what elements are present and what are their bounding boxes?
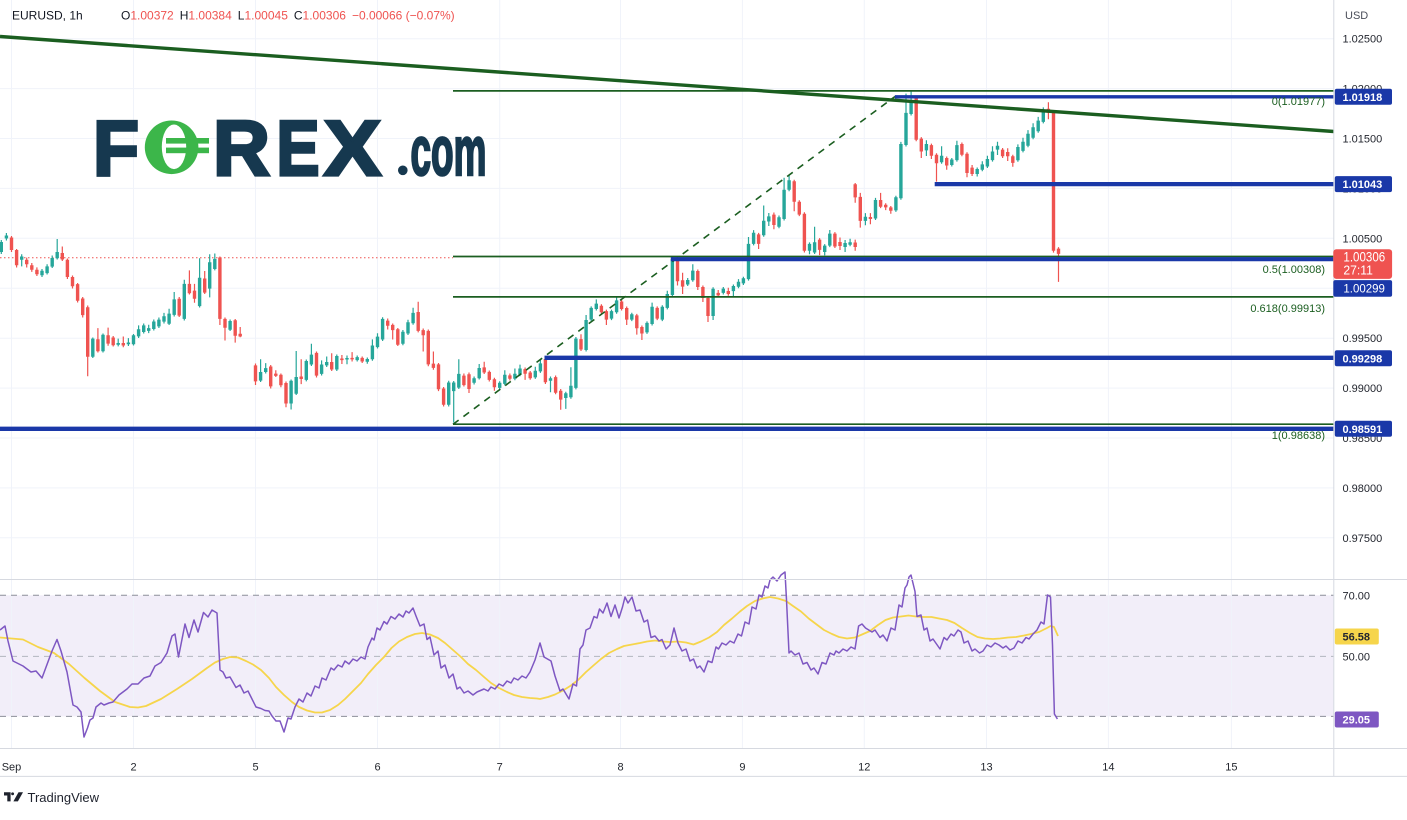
svg-text:1.01918: 1.01918 bbox=[1343, 92, 1383, 104]
svg-text:1.00306: 1.00306 bbox=[1343, 250, 1385, 265]
svg-text:0.99000: 0.99000 bbox=[1343, 383, 1383, 395]
svg-text:14: 14 bbox=[1102, 762, 1114, 774]
svg-text:1.00500: 1.00500 bbox=[1343, 233, 1383, 245]
svg-text:EURUSD, 1h: EURUSD, 1h bbox=[12, 9, 83, 23]
svg-text:1.01500: 1.01500 bbox=[1343, 134, 1383, 146]
svg-text:6: 6 bbox=[374, 762, 380, 774]
svg-text:50.00: 50.00 bbox=[1343, 651, 1371, 663]
svg-text:2: 2 bbox=[130, 762, 136, 774]
svg-text:0.97500: 0.97500 bbox=[1343, 533, 1383, 545]
svg-text:13: 13 bbox=[980, 762, 992, 774]
svg-text:0(1.01977): 0(1.01977) bbox=[1272, 96, 1325, 108]
svg-text:F: F bbox=[93, 104, 139, 192]
svg-text:0.98591: 0.98591 bbox=[1343, 424, 1383, 436]
svg-text:USD: USD bbox=[1345, 10, 1368, 22]
svg-text:56.58: 56.58 bbox=[1343, 632, 1371, 644]
svg-text:0.618(0.99913): 0.618(0.99913) bbox=[1250, 303, 1325, 315]
svg-text:com: com bbox=[411, 112, 487, 190]
svg-text:0.99298: 0.99298 bbox=[1343, 353, 1383, 365]
svg-text:0.98000: 0.98000 bbox=[1343, 483, 1383, 495]
svg-text:Sep: Sep bbox=[2, 762, 22, 774]
svg-text:9: 9 bbox=[739, 762, 745, 774]
svg-text:1.01043: 1.01043 bbox=[1343, 179, 1383, 191]
svg-text:12: 12 bbox=[858, 762, 870, 774]
svg-text:1.02500: 1.02500 bbox=[1343, 34, 1383, 46]
svg-text:O1.00372 H1.00384 L1.00045 C1.: O1.00372 H1.00384 L1.00045 C1.00306 −0.0… bbox=[121, 9, 455, 23]
svg-text:8: 8 bbox=[617, 762, 623, 774]
svg-text:X: X bbox=[324, 104, 381, 192]
svg-text:70.00: 70.00 bbox=[1343, 590, 1371, 602]
svg-text:0.5(1.00308): 0.5(1.00308) bbox=[1263, 264, 1325, 276]
svg-text:15: 15 bbox=[1225, 762, 1237, 774]
svg-text:29.05: 29.05 bbox=[1343, 715, 1371, 727]
svg-text:1(0.98638): 1(0.98638) bbox=[1272, 430, 1325, 442]
svg-text:E: E bbox=[277, 104, 320, 192]
svg-text:27:11: 27:11 bbox=[1343, 262, 1373, 277]
svg-text:0.99500: 0.99500 bbox=[1343, 333, 1383, 345]
svg-text:7: 7 bbox=[497, 762, 503, 774]
svg-text:R: R bbox=[213, 104, 270, 192]
svg-text:5: 5 bbox=[252, 762, 258, 774]
svg-text:TradingView: TradingView bbox=[28, 790, 100, 805]
svg-text:1.00299: 1.00299 bbox=[1343, 282, 1385, 296]
